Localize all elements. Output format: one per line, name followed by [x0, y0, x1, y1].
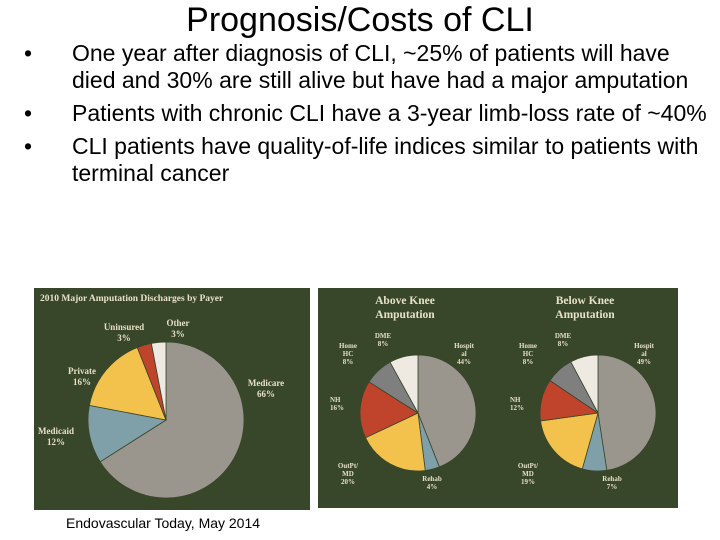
bullet-dot: •	[24, 100, 33, 126]
pie-label-medicaid: Medicaid 12%	[38, 426, 74, 447]
bullet-list: • One year after diagnosis of CLI, ~25% o…	[20, 40, 710, 193]
bullet-text: CLI patients have quality-of-life indice…	[72, 133, 699, 186]
pie-label-rehab: Rehab 7%	[602, 475, 622, 491]
pie-label-other: Other 3%	[167, 318, 190, 339]
pie-slice-private	[88, 346, 167, 421]
pie-label-hospital: Hospit al 44%	[454, 342, 475, 366]
pie-label-medicare: Medicare 66%	[248, 378, 284, 399]
pie-label-private: Private 16%	[68, 366, 96, 387]
chart-title: Above Knee Amputation	[375, 295, 435, 321]
pie-slice-outpt-md	[364, 412, 426, 472]
chart-title: 2010 Major Amputation Discharges by Paye…	[40, 294, 224, 304]
amputation-charts-panel: Above Knee Amputation Hospit al 44% Rehab 4% Ou…	[318, 288, 678, 508]
pie-label-outpt-md: OutPt/MD 19%	[518, 462, 539, 486]
pie-slice-other	[150, 341, 167, 421]
pie-slice-hospital	[417, 354, 477, 468]
bullet-item: • Patients with chronic CLI have a 3-year…	[20, 100, 710, 127]
payer-chart-panel: 2010 Major Amputation Discharges by Paye…	[34, 288, 310, 510]
pie-label-outpt-md: OutPt/MD 20%	[338, 462, 359, 486]
pie-label-home-hc: Home HC 8%	[519, 342, 537, 366]
chart-title: Below Knee Amputation	[555, 295, 615, 321]
payer-pie-chart: 2010 Major Amputation Discharges by Paye…	[38, 294, 284, 499]
pie-slice-outpt-md	[540, 412, 599, 470]
pie-label-dme: DME 8%	[555, 332, 572, 348]
amputation-pie-charts: Above Knee Amputation Hospit al 44% Rehab 4% Ou…	[330, 295, 657, 491]
source-caption: Endovascular Today, May 2014	[66, 515, 261, 531]
pie-slice-dme	[570, 354, 599, 414]
pie-label-dme: DME 8%	[375, 332, 392, 348]
pie-label-nh: NH 12%	[510, 396, 524, 412]
pie-label-hospital: Hospit al 49%	[634, 342, 655, 366]
bullet-text: One year after diagnosis of CLI, ~25% of…	[72, 40, 689, 93]
pie-slice-hospital	[597, 354, 657, 471]
pie-slice-dme	[389, 354, 419, 414]
pie-label-uninsured: Uninsured 3%	[104, 322, 144, 343]
pie-label-home-hc: Home HC 8%	[339, 342, 357, 366]
slide-title: Prognosis/Costs of CLI	[186, 1, 534, 39]
pie-label-rehab: Rehab 4%	[422, 475, 442, 491]
pie-slice-nh	[359, 381, 419, 439]
bullet-dot: •	[24, 133, 33, 159]
bullet-dot: •	[24, 40, 33, 66]
pie-slice-medicare	[99, 341, 245, 499]
pie-label-nh: NH 16%	[330, 396, 344, 412]
bullet-text: Patients with chronic CLI have a 3-year …	[72, 100, 707, 126]
bullet-item: • One year after diagnosis of CLI, ~25% o…	[20, 40, 710, 94]
bullet-item: • CLI patients have quality-of-life indic…	[20, 133, 710, 187]
